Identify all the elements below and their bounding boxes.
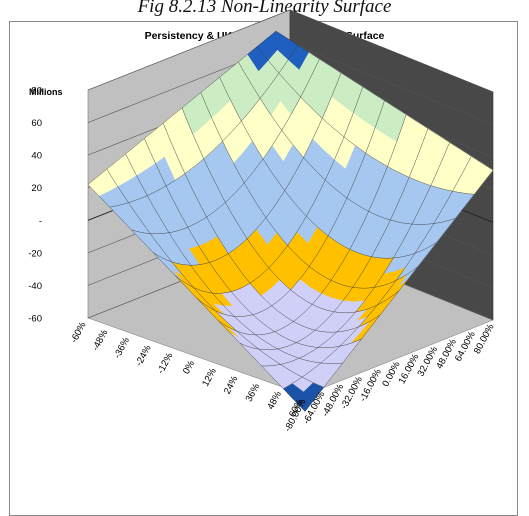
mesh-line	[275, 31, 494, 171]
x-tick-label: -12%	[155, 351, 175, 376]
z-tick-label: -20	[28, 248, 42, 259]
z-tick-label: 60	[31, 118, 42, 129]
z-tick-label: -40	[28, 281, 42, 292]
x-tick-label: 36%	[244, 381, 263, 403]
mesh-line	[181, 107, 400, 314]
x-tick-label: -24%	[134, 343, 154, 368]
mesh-line	[239, 128, 429, 350]
figure-caption: Fig 8.2.13 Non-Linearity Surface	[137, 0, 392, 17]
z-tick-label: 80	[31, 86, 42, 97]
mesh-line	[304, 170, 494, 412]
mesh-line	[218, 114, 407, 336]
mesh-line	[219, 77, 437, 259]
x-tick-label: 48%	[265, 389, 284, 411]
z-tick-label: -	[39, 216, 42, 227]
x-tick-label: 24%	[222, 374, 241, 396]
mesh-line	[257, 46, 475, 195]
z-tick-label: 40	[31, 151, 42, 162]
mesh-line	[238, 61, 456, 225]
mesh-line	[283, 156, 472, 389]
x-tick-label: 12%	[200, 366, 219, 388]
x-tick-label: -36%	[112, 335, 132, 360]
mesh-line	[261, 142, 450, 367]
x-tick-label: -60%	[69, 320, 89, 345]
z-tick-label: -60	[28, 314, 42, 325]
mesh-line	[200, 92, 418, 289]
surface-mesh	[87, 31, 494, 412]
x-tick-label: -48%	[90, 327, 110, 352]
z-tick-label: 20	[31, 183, 42, 194]
wall-gridline	[87, 9, 494, 93]
units-label: Millions	[29, 87, 63, 97]
x-tick-label: 0%	[181, 358, 197, 376]
